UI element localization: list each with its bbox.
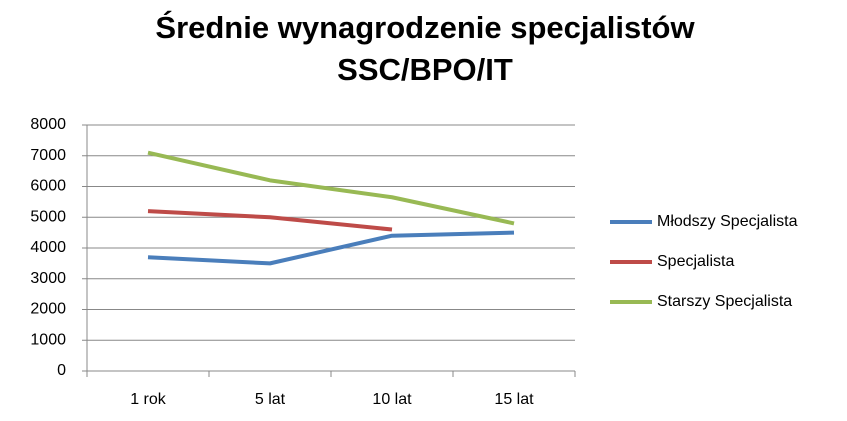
y-tick-label: 6000: [30, 178, 66, 195]
series-line: [147, 150, 515, 226]
y-tick-label: 1000: [30, 331, 66, 348]
x-tick-label: 15 lat: [494, 391, 534, 408]
series-line: [147, 209, 393, 232]
y-tick-label: 5000: [30, 208, 66, 225]
chart-title: SSC/BPO/IT: [337, 52, 513, 87]
y-tick-label: 3000: [30, 270, 66, 287]
y-tick-label: 8000: [30, 116, 66, 133]
x-tick-label: 10 lat: [372, 391, 412, 408]
x-tick-label: 1 rok: [130, 391, 167, 408]
x-tick-label: 5 lat: [255, 391, 286, 408]
y-tick-label: 7000: [30, 147, 66, 164]
legend-label: Specjalista: [657, 253, 734, 270]
chart-title: Średnie wynagrodzenie specjalistów: [155, 9, 695, 45]
series-line: [147, 230, 515, 266]
y-tick-label: 2000: [30, 301, 66, 318]
y-tick-label: 4000: [30, 239, 66, 256]
legend-label: Młodszy Specjalista: [657, 213, 798, 230]
y-tick-label: 0: [57, 362, 66, 379]
legend-label: Starszy Specjalista: [657, 293, 792, 310]
